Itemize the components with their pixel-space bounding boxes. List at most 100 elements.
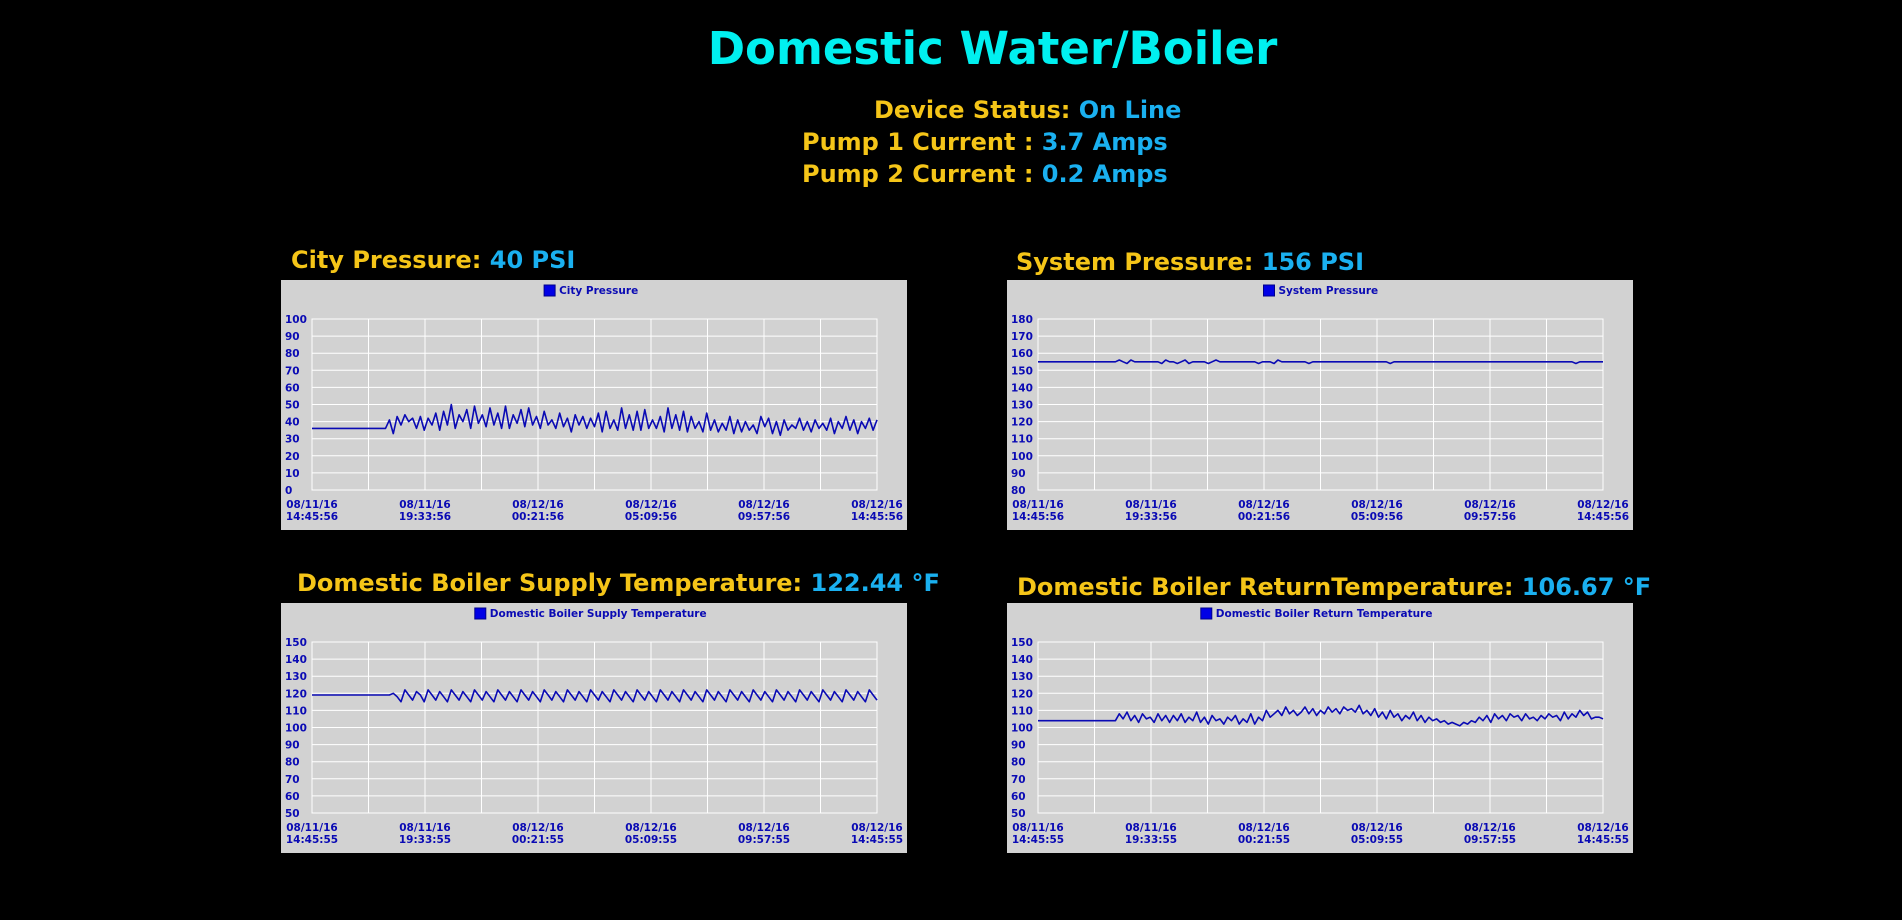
x-tick-label-time: 09:57:56 — [1464, 511, 1516, 523]
x-tick-label-time: 05:09:55 — [1351, 834, 1403, 846]
x-tick-label-date: 08/11/16 — [1125, 499, 1177, 511]
system-pressure-chart: System Pressure 80 90 100 110 120 130 140 150 160… — [1007, 280, 1633, 530]
return-temp-heading: Domestic Boiler ReturnTemperature: 106.6… — [1017, 573, 1651, 601]
legend: System Pressure — [1263, 284, 1379, 297]
legend-swatch — [1263, 284, 1275, 297]
x-tick-label-time: 19:33:56 — [399, 511, 451, 523]
x-tick-label-time: 14:45:56 — [1577, 511, 1629, 523]
legend: Domestic Boiler Return Temperature — [1200, 607, 1433, 620]
y-tick-label: 90 — [285, 740, 300, 752]
x-tick-label-date: 08/11/16 — [399, 499, 451, 511]
x-tick-label-date: 08/12/16 — [851, 499, 903, 511]
city-pressure-chart: City Pressure 0 10 20 30 40 50 60 70 80 90 100 08/11… — [281, 280, 907, 530]
x-tick-label-date: 08/12/16 — [851, 822, 903, 834]
x-tick-label-date: 08/12/16 — [625, 499, 677, 511]
supply-temp-label: Domestic Boiler Supply Temperature: — [297, 569, 803, 597]
y-tick-label: 150 — [1011, 365, 1033, 377]
y-tick-label: 50 — [1011, 808, 1026, 820]
x-tick-label-date: 08/12/16 — [738, 499, 790, 511]
device-status-value: On Line — [1078, 96, 1182, 124]
x-tick-label-date: 08/12/16 — [1577, 822, 1629, 834]
x-tick-label-time: 05:09:56 — [1351, 511, 1403, 523]
y-tick-label: 140 — [1011, 654, 1033, 666]
pump2-current-row: Pump 2 Current : 0.2 Amps — [802, 160, 1168, 188]
y-tick-label: 120 — [285, 688, 307, 700]
x-tick-label-date: 08/11/16 — [1125, 822, 1177, 834]
legend: Domestic Boiler Supply Temperature — [474, 607, 707, 620]
y-tick-label: 70 — [1011, 774, 1026, 786]
city-pressure-chart-svg: City Pressure 0 10 20 30 40 50 60 70 80 90 100 08/11… — [285, 284, 903, 523]
y-tick-label: 100 — [285, 723, 307, 735]
x-tick-label-time: 00:21:56 — [512, 511, 564, 523]
x-tick-label-time: 09:57:56 — [738, 511, 790, 523]
system-pressure-value: 156 PSI — [1261, 248, 1365, 276]
y-tick-label: 60 — [1011, 791, 1026, 803]
x-tick-label-date: 08/12/16 — [1464, 822, 1516, 834]
x-tick-label-date: 08/11/16 — [399, 822, 451, 834]
page-title: Domestic Water/Boiler — [707, 22, 1278, 75]
y-tick-label: 160 — [1011, 348, 1033, 360]
y-tick-label: 80 — [285, 757, 300, 769]
x-tick-label-date: 08/12/16 — [738, 822, 790, 834]
y-tick-label: 130 — [1011, 671, 1033, 683]
pump2-current-label: Pump 2 Current : — [802, 160, 1034, 188]
legend-label: System Pressure — [1279, 285, 1379, 297]
y-tick-label: 60 — [285, 382, 300, 394]
y-tick-label: 120 — [1011, 417, 1033, 429]
city-pressure-label: City Pressure: — [291, 246, 482, 274]
device-status-label: Device Status: — [874, 96, 1071, 124]
x-tick-label-date: 08/12/16 — [512, 822, 564, 834]
system-pressure-chart-svg: System Pressure 80 90 100 110 120 130 140 150 160… — [1011, 284, 1629, 523]
y-tick-label: 70 — [285, 774, 300, 786]
x-tick-label-time: 14:45:55 — [1577, 834, 1629, 846]
x-tick-label-time: 00:21:55 — [1238, 834, 1290, 846]
y-tick-label: 40 — [285, 417, 300, 429]
legend: City Pressure — [543, 284, 638, 297]
x-tick-label-time: 14:45:56 — [1012, 511, 1064, 523]
y-tick-label: 90 — [1011, 740, 1026, 752]
x-tick-label-time: 05:09:55 — [625, 834, 677, 846]
y-tick-label: 150 — [1011, 637, 1033, 649]
y-tick-label: 140 — [285, 654, 307, 666]
x-tick-label-date: 08/12/16 — [512, 499, 564, 511]
return-temp-chart: Domestic Boiler Return Temperature 50 60 70… — [1007, 603, 1633, 853]
series-line — [1038, 359, 1603, 365]
legend-swatch — [543, 284, 556, 297]
x-tick-label-date: 08/12/16 — [625, 822, 677, 834]
y-tick-label: 50 — [285, 808, 300, 820]
series-line — [312, 403, 878, 437]
city-pressure-value: 40 PSI — [489, 246, 576, 274]
y-tick-label: 170 — [1011, 331, 1033, 343]
pump1-current-value: 3.7 Amps — [1041, 128, 1168, 156]
supply-temp-heading: Domestic Boiler Supply Temperature: 122.… — [297, 569, 940, 597]
y-tick-label: 110 — [1011, 434, 1033, 446]
y-tick-label: 50 — [285, 400, 300, 412]
y-tick-label: 120 — [1011, 688, 1033, 700]
legend-swatch — [1200, 607, 1213, 620]
x-tick-label-date: 08/12/16 — [1351, 822, 1403, 834]
y-tick-label: 110 — [285, 705, 307, 717]
x-tick-label-time: 14:45:55 — [851, 834, 903, 846]
y-tick-label: 90 — [285, 331, 300, 343]
pump1-current-row: Pump 1 Current : 3.7 Amps — [802, 128, 1168, 156]
y-tick-label: 80 — [285, 348, 300, 360]
x-tick-label-date: 08/11/16 — [1012, 822, 1064, 834]
pump2-current-value: 0.2 Amps — [1041, 160, 1168, 188]
x-tick-label-time: 14:45:56 — [286, 511, 338, 523]
y-tick-label: 10 — [285, 468, 300, 480]
device-status-row: Device Status: On Line — [874, 96, 1181, 124]
x-tick-label-date: 08/11/16 — [286, 822, 338, 834]
x-tick-label-date: 08/11/16 — [1012, 499, 1064, 511]
x-tick-label-date: 08/12/16 — [1351, 499, 1403, 511]
y-tick-label: 30 — [285, 434, 300, 446]
y-tick-label: 100 — [285, 314, 307, 326]
x-tick-label-time: 05:09:56 — [625, 511, 677, 523]
x-tick-label-time: 09:57:55 — [738, 834, 790, 846]
system-pressure-label: System Pressure: — [1016, 248, 1254, 276]
legend-label: Domestic Boiler Return Temperature — [1216, 608, 1433, 620]
y-tick-label: 90 — [1011, 468, 1026, 480]
x-tick-label-date: 08/11/16 — [286, 499, 338, 511]
return-temp-chart-svg: Domestic Boiler Return Temperature 50 60 70… — [1011, 607, 1629, 846]
x-tick-label-date: 08/12/16 — [1577, 499, 1629, 511]
city-pressure-heading: City Pressure: 40 PSI — [291, 246, 575, 274]
